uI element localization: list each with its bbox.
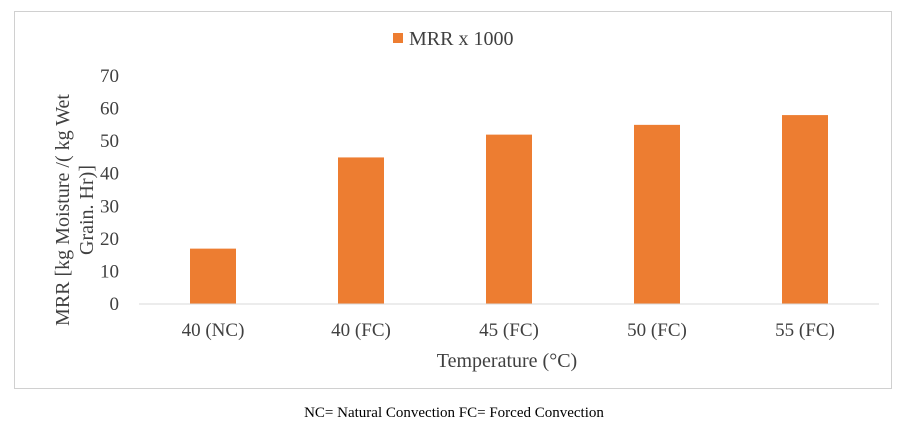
x-axis-ticks: 40 (NC) 40 (FC) 45 (FC) 50 (FC) 55 (FC) (182, 320, 835, 341)
legend-swatch (393, 33, 403, 43)
figure-caption: NC= Natural Convection FC= Forced Convec… (0, 405, 908, 422)
chart: MRR x 1000 0 10 20 30 40 50 60 70 40 (NC) 40 (FC… (15, 12, 893, 390)
y-tick-label: 20 (100, 229, 119, 250)
bar (486, 135, 532, 304)
y-axis-title: MRR [kg Moisture /( kg Wet Grain. Hr)] (52, 94, 98, 326)
legend-label: MRR x 1000 (409, 28, 513, 50)
bars (190, 115, 828, 304)
y-tick-label: 70 (100, 66, 119, 87)
bar (338, 157, 384, 304)
bar (782, 115, 828, 304)
y-tick-label: 40 (100, 164, 119, 185)
y-axis-title-line-2: Grain. Hr)] (76, 165, 98, 255)
y-axis-ticks: 0 10 20 30 40 50 60 70 (100, 66, 119, 315)
bar (634, 125, 680, 304)
y-axis-title-line-1: MRR [kg Moisture /( kg Wet (52, 94, 74, 326)
y-tick-label: 0 (110, 294, 120, 315)
y-tick-label: 60 (100, 99, 119, 120)
x-tick-label: 40 (FC) (331, 320, 391, 341)
y-tick-label: 30 (100, 196, 119, 217)
bar (190, 249, 236, 304)
x-tick-label: 45 (FC) (479, 320, 539, 341)
y-tick-label: 50 (100, 131, 119, 152)
x-axis-title: Temperature (°C) (437, 350, 577, 372)
legend: MRR x 1000 (393, 28, 513, 50)
x-tick-label: 50 (FC) (627, 320, 687, 341)
y-tick-label: 10 (100, 261, 119, 282)
x-tick-label: 55 (FC) (775, 320, 835, 341)
x-tick-label: 40 (NC) (182, 320, 245, 341)
chart-frame: MRR x 1000 0 10 20 30 40 50 60 70 40 (NC) 40 (FC… (14, 11, 892, 389)
